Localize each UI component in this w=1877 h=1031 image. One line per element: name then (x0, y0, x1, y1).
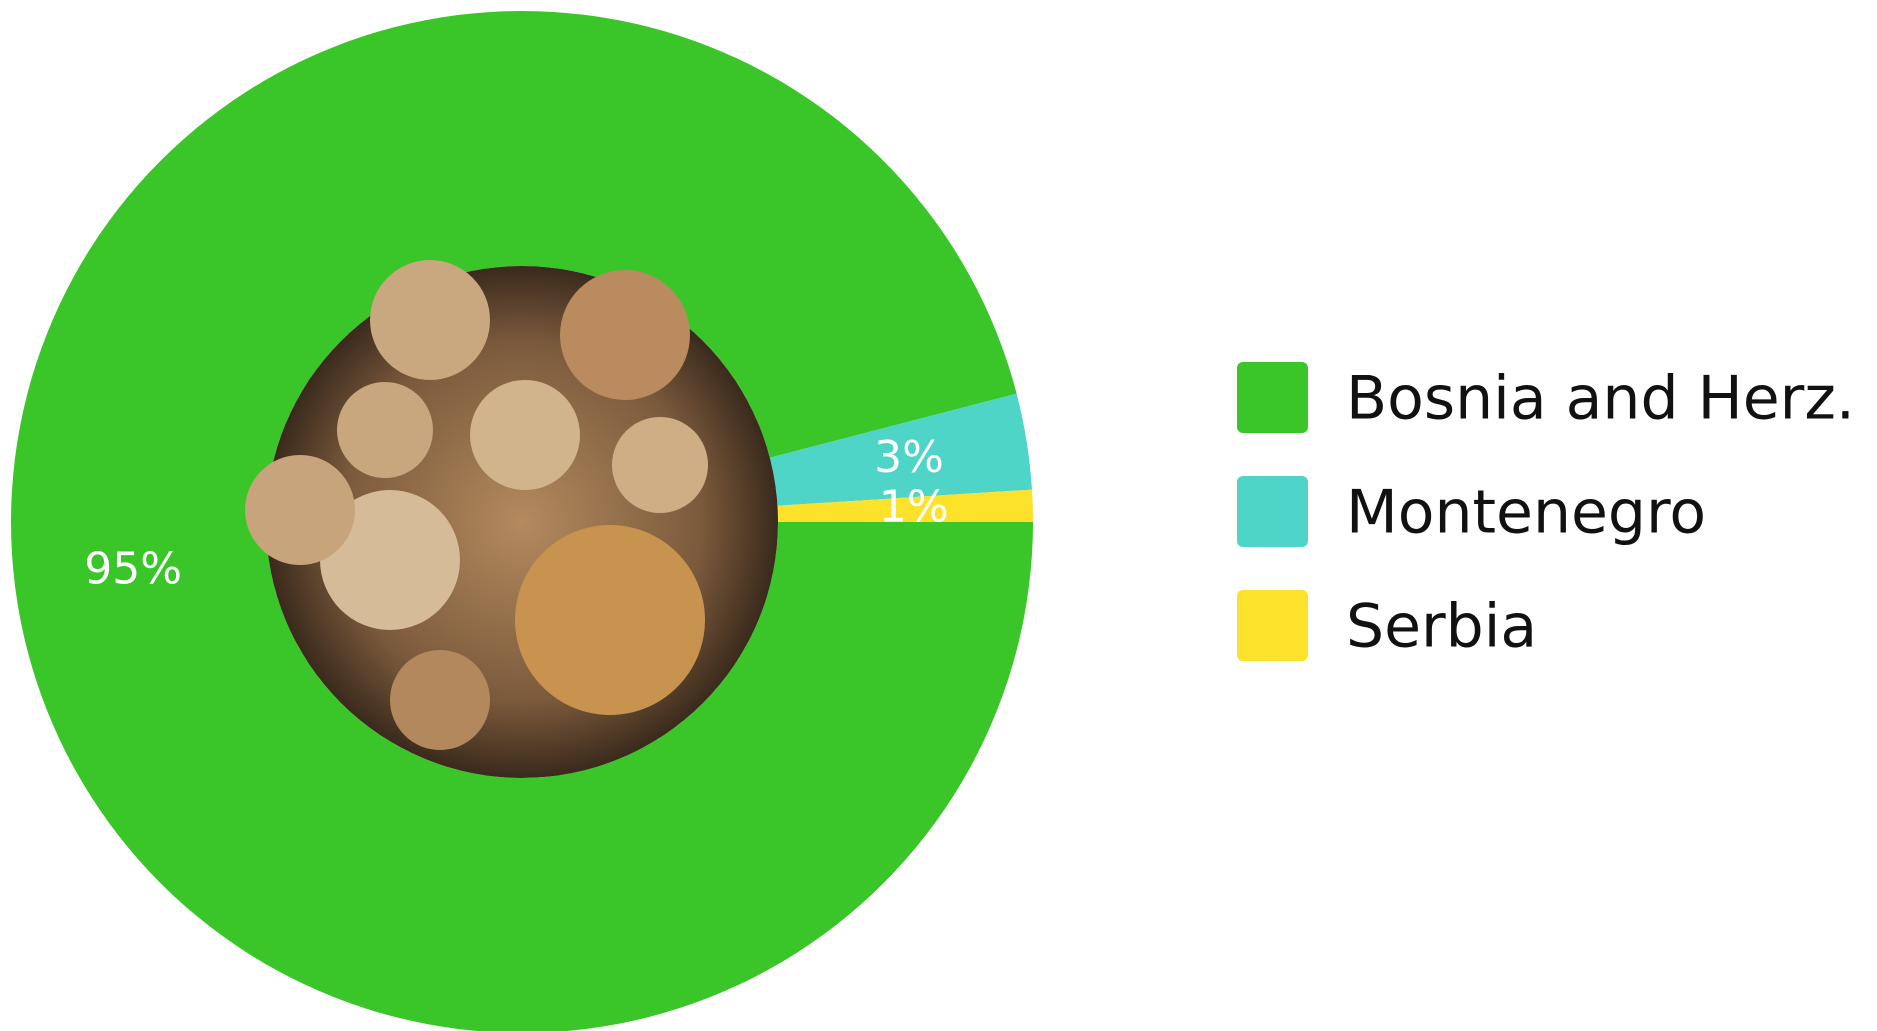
legend-swatch (1237, 590, 1308, 661)
value-label: 1% (879, 482, 949, 533)
slice (11, 11, 1033, 1031)
legend-swatch (1237, 476, 1308, 547)
legend-swatch (1237, 362, 1308, 433)
value-label: 95% (84, 544, 182, 595)
legend-label: Montenegro (1346, 478, 1706, 548)
center-photo (245, 260, 778, 778)
legend-label: Bosnia and Herz. (1346, 364, 1855, 434)
value-label: 3% (874, 432, 944, 483)
slice (769, 393, 1032, 506)
legend-label: Serbia (1346, 592, 1537, 662)
slice (777, 489, 1033, 522)
